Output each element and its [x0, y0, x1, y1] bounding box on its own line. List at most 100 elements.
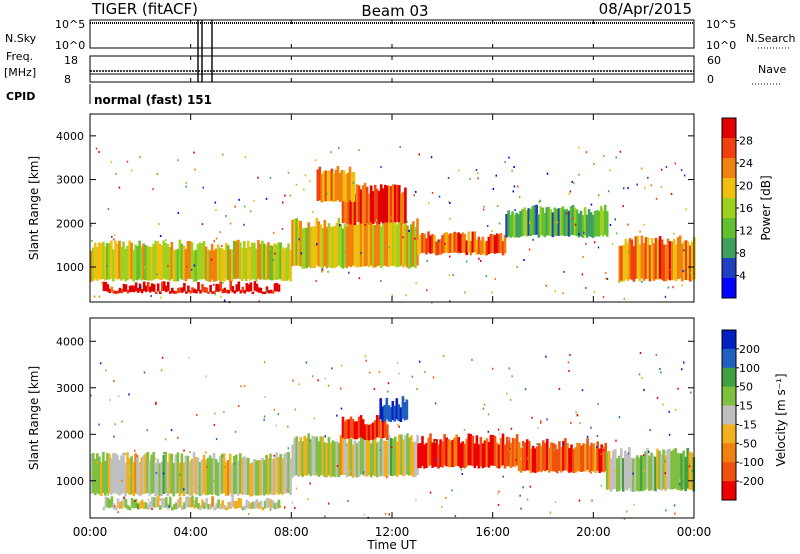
heatmap-cell [453, 231, 456, 253]
heatmap-speck [539, 199, 541, 202]
heatmap-cell [237, 239, 240, 279]
heatmap-cell [208, 250, 212, 282]
heatmap-cell [204, 246, 208, 281]
heatmap-cell [102, 452, 105, 494]
heatmap-speck [282, 201, 284, 204]
heatmap-cell [445, 232, 448, 253]
heatmap-cell [185, 496, 188, 508]
heatmap-cell [642, 456, 645, 491]
heatmap-cell [253, 501, 257, 509]
heatmap-cell [326, 170, 330, 202]
heatmap-cell [224, 462, 228, 497]
heatmap-cell [214, 458, 218, 496]
heatmap-speck [591, 499, 593, 502]
heatmap-cell [237, 281, 241, 291]
heatmap-speck [162, 472, 165, 475]
velocity-colorbar: 200 100 50 15 -15 -50 -100 -200 [721, 329, 764, 501]
heatmap-cell [152, 497, 156, 508]
heatmap-speck [590, 426, 592, 429]
heatmap-cell [156, 495, 160, 507]
heatmap-cell [383, 218, 387, 266]
heatmap-speck [680, 169, 683, 172]
heatmap-speck [170, 429, 173, 432]
heatmap-cell [525, 210, 528, 237]
heatmap-cell [193, 288, 196, 294]
x-tick-label: 00:00 [677, 525, 712, 539]
heatmap-cell [200, 459, 204, 496]
heatmap-speck [168, 505, 170, 508]
heatmap-speck [304, 174, 307, 177]
heatmap-cell [289, 458, 292, 495]
heatmap-cell [138, 501, 142, 509]
heatmap-speck [602, 296, 605, 299]
heatmap-speck [483, 205, 485, 208]
heatmap-cell [576, 442, 579, 472]
heatmap-cell [485, 438, 489, 467]
heatmap-cell [148, 246, 151, 281]
heatmap-cell [112, 503, 116, 510]
heatmap-cell [638, 457, 641, 492]
heatmap-speck [235, 239, 238, 242]
heatmap-speck [364, 223, 366, 226]
heatmap-cell [214, 248, 218, 282]
heatmap-cell [104, 282, 108, 292]
heatmap-cell [114, 506, 118, 511]
heatmap-cell [96, 453, 99, 494]
heatmap-cell [168, 453, 172, 494]
heatmap-cell [142, 243, 145, 280]
heatmap-speck [655, 354, 658, 357]
heatmap-cell [371, 422, 375, 440]
nave-label: Nave [758, 63, 786, 76]
heatmap-cell [531, 445, 535, 473]
heatmap-speck [128, 393, 130, 396]
heatmap-speck [193, 264, 196, 267]
heatmap-cell [483, 440, 487, 468]
heatmap-cell [392, 184, 395, 223]
heatmap-speck [649, 429, 651, 432]
heatmap-cell [315, 436, 319, 476]
heatmap-speck [358, 149, 360, 152]
heatmap-speck [665, 509, 667, 512]
y-tick-label: 3000 [56, 382, 84, 395]
heatmap-cell [226, 245, 230, 281]
heatmap-cell [367, 435, 371, 476]
heatmap-cell [100, 243, 103, 280]
heatmap-speck [454, 515, 457, 518]
heatmap-cell [406, 433, 409, 475]
heatmap-cell [390, 438, 393, 476]
heatmap-speck [522, 486, 524, 489]
heatmap-cell [229, 501, 232, 509]
heatmap-cell [351, 218, 355, 266]
heatmap-cell [311, 435, 315, 476]
heatmap-speck [214, 201, 217, 204]
heatmap-speck [538, 200, 541, 203]
heatmap-speck [558, 387, 561, 390]
freq-label-line2: [MHz] [4, 66, 36, 79]
heatmap-cell [491, 434, 495, 466]
heatmap-cell [116, 498, 120, 508]
heatmap-cell [351, 444, 355, 478]
heatmap-cell [341, 228, 345, 269]
heatmap-cell [177, 499, 180, 508]
heatmap-speck [223, 465, 226, 468]
heatmap-cell [547, 206, 551, 236]
heatmap-cell [158, 243, 162, 280]
heatmap-speck [554, 501, 557, 503]
heatmap-speck [284, 194, 286, 197]
heatmap-speck [107, 208, 110, 211]
heatmap-speck [244, 205, 246, 208]
heatmap-cell [222, 250, 226, 282]
heatmap-cell [253, 281, 257, 291]
heatmap-cell [487, 236, 491, 254]
heatmap-cell [664, 244, 668, 282]
heatmap-cell [396, 184, 399, 223]
heatmap-speck [438, 240, 440, 243]
heatmap-speck [426, 260, 428, 263]
heatmap-cell [599, 205, 603, 236]
heatmap-cell [337, 217, 341, 266]
heatmap-speck [403, 403, 406, 406]
heatmap-cell [108, 243, 111, 280]
heatmap-cell [243, 456, 246, 495]
heatmap-cell [365, 439, 369, 477]
